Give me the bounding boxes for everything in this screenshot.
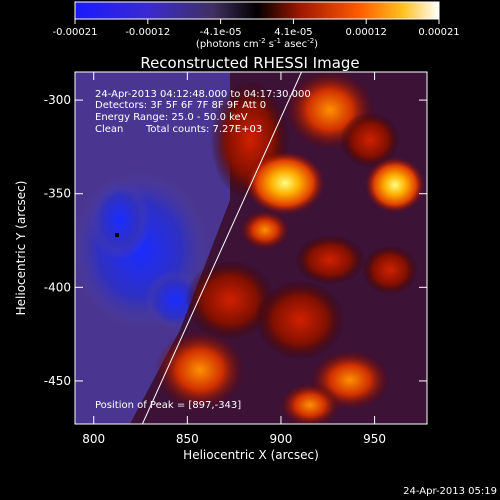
y-axis-label: Heliocentric Y (arcsec) — [14, 181, 28, 316]
peak-source — [245, 151, 325, 215]
annotation-energy-range: Energy Range: 25.0 - 50.0 keV — [95, 112, 248, 123]
x-tick-label: 850 — [176, 432, 199, 446]
annotation-detectors: Detectors: 3F 5F 6F 7F 8F 9F Att 0 — [95, 100, 266, 111]
colorbar-tick-label: 4.1e-05 — [274, 27, 312, 38]
annotations: 24-Apr-2013 04:12:48.000 to 04:17:30.000… — [95, 89, 311, 411]
colorbar-frame — [74, 1, 440, 20]
emission-region — [155, 330, 245, 410]
heatmap-image — [75, 72, 427, 424]
chart-title: Reconstructed RHESSI Image — [140, 54, 359, 72]
colorbar-units: (photons cm-2 s-1 asec-2) — [196, 37, 318, 50]
limb-line — [141, 72, 303, 424]
emission-region — [365, 157, 425, 213]
colorbar-ticks — [74, 19, 440, 24]
x-tick-label: 950 — [363, 432, 386, 446]
x-tick-label: 800 — [82, 432, 105, 446]
y-axis: -300 -350 -400 -450 — [44, 93, 427, 388]
emission-region — [240, 210, 290, 250]
plot-frame — [74, 71, 428, 425]
emission-region — [255, 280, 345, 360]
emission-region — [362, 245, 418, 295]
emission-region — [295, 235, 365, 285]
y-tick-label: -300 — [44, 93, 71, 107]
y-tick-label: -400 — [44, 280, 71, 294]
colorbar-gradient — [75, 2, 439, 19]
emission-region — [340, 112, 400, 168]
annotation-algorithm: Clean — [95, 124, 123, 135]
dark-pixel — [115, 233, 119, 237]
colorbar-tick-label: -0.00012 — [125, 27, 170, 38]
x-axis: 800 850 900 950 — [82, 72, 386, 446]
colorbar-tick-label: -0.00021 — [53, 27, 98, 38]
y-tick-label: -350 — [44, 187, 71, 201]
footer-timestamp: 24-Apr-2013 05:19 — [403, 486, 497, 497]
colorbar-tick-label: -4.1e-05 — [200, 27, 242, 38]
colorbar: -0.00021 -0.00012 -4.1e-05 4.1e-05 0.00012 0.… — [53, 1, 460, 50]
annotation-total-counts: Total counts: 7.27E+03 — [145, 124, 262, 135]
emission-region — [280, 383, 340, 424]
x-tick-label: 900 — [270, 432, 293, 446]
colorbar-labels: -0.00021 -0.00012 -4.1e-05 4.1e-05 0.00012 0.… — [53, 27, 460, 38]
colorbar-tick-label: 0.00021 — [418, 27, 459, 38]
x-axis-label: Heliocentric X (arcsec) — [183, 448, 319, 462]
y-tick-label: -450 — [44, 374, 71, 388]
cool-region — [90, 180, 150, 260]
colorbar-tick-label: 0.00012 — [346, 27, 387, 38]
annotation-time-range: 24-Apr-2013 04:12:48.000 to 04:17:30.000 — [95, 89, 311, 100]
annotation-peak-position: Position of Peak = [897,-343] — [95, 400, 241, 411]
